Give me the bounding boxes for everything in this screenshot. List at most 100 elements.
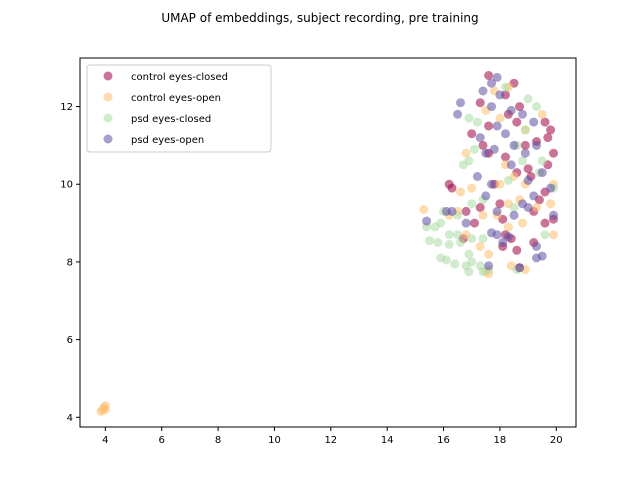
legend-label: control eyes-closed (131, 72, 228, 83)
data-point-s0-24 (447, 183, 457, 193)
data-point-s1-27 (532, 203, 541, 212)
data-point-s0-39 (512, 245, 522, 255)
legend-box (86, 64, 272, 153)
data-point-s3-8 (518, 109, 527, 119)
y-tick-label: 8 (67, 257, 73, 268)
data-point-s0-9 (546, 125, 556, 135)
data-point-s2-31 (540, 230, 550, 240)
data-point-s3-23 (546, 183, 556, 193)
legend-label: psd eyes-open (131, 135, 204, 146)
data-point-s3-9 (529, 117, 539, 127)
data-point-s0-8 (484, 121, 494, 131)
data-point-s1-8 (537, 109, 547, 119)
y-tick-label: 6 (67, 335, 73, 346)
data-point-s3-42 (515, 263, 525, 273)
data-point-s1-25 (546, 199, 556, 209)
data-point-s3-15 (509, 140, 519, 150)
data-point-s2-29 (433, 238, 443, 247)
data-point-s2-0 (501, 82, 510, 92)
data-point-s2-16 (467, 199, 477, 209)
x-tick-label: 18 (494, 435, 507, 446)
data-point-s1-29 (503, 222, 513, 232)
legend: control eyes-closed control eyes-open psd … (86, 64, 272, 153)
data-point-s0-27 (495, 199, 505, 209)
data-point-s3-43 (484, 261, 494, 271)
data-point-s3-2 (495, 90, 505, 100)
data-point-s0-32 (470, 218, 479, 228)
data-point-s2-8 (518, 156, 527, 166)
data-point-s3-29 (441, 206, 451, 216)
data-point-s2-5 (520, 125, 530, 135)
data-point-s0-4 (515, 102, 525, 112)
legend-label: psd eyes-closed (131, 114, 211, 125)
y-tick-label: 10 (60, 180, 73, 191)
data-point-s1-17 (456, 187, 465, 197)
data-point-s2-4 (472, 117, 482, 127)
data-point-s3-34 (549, 210, 558, 220)
chart-title: UMAP of embeddings, subject recording, p… (161, 11, 478, 25)
x-tick-label: 14 (381, 435, 394, 446)
data-point-s0-10 (543, 133, 553, 143)
x-tick-label: 12 (324, 435, 337, 446)
data-point-s2-10 (537, 156, 547, 166)
data-point-s1-28 (518, 218, 527, 228)
data-point-s1-16 (467, 183, 477, 193)
data-point-s0-28 (475, 203, 485, 212)
data-point-s2-13 (503, 175, 513, 185)
data-point-s2-2 (532, 102, 541, 112)
data-point-s2-17 (509, 203, 519, 212)
data-point-s0-0 (484, 71, 494, 80)
data-point-s2-32 (464, 249, 474, 259)
data-point-s3-27 (523, 203, 533, 212)
data-point-s1-11 (461, 148, 471, 158)
data-point-s3-10 (475, 133, 485, 143)
data-point-s2-11 (458, 160, 468, 170)
data-point-s3-0 (492, 72, 502, 82)
data-point-s3-1 (487, 78, 496, 88)
data-point-s3-33 (461, 218, 471, 228)
data-point-s3-5 (453, 109, 463, 119)
data-point-s2-1 (523, 94, 533, 104)
data-point-s1-24 (419, 205, 429, 214)
data-point-s1-33 (484, 249, 494, 259)
data-point-s1-21 (478, 210, 488, 220)
y-axis: 4 6 8 10 12 (60, 102, 80, 424)
data-point-s0-19 (523, 164, 533, 174)
data-point-s2-3 (464, 113, 474, 123)
data-point-s3-38 (532, 241, 541, 251)
data-point-s2-30 (444, 239, 454, 249)
legend-marker (103, 134, 113, 144)
x-tick-label: 8 (215, 435, 221, 446)
legend-marker (103, 71, 113, 81)
data-point-s2-41 (478, 267, 488, 277)
legend-marker (103, 113, 113, 123)
legend-marker (103, 92, 113, 102)
data-point-s2-39 (441, 255, 451, 265)
data-point-s1-4 (100, 405, 110, 414)
data-point-s2-26 (467, 234, 477, 244)
data-point-s2-28 (425, 236, 434, 246)
data-point-s0-14 (478, 140, 488, 150)
x-tick-label: 16 (437, 435, 450, 446)
data-points (96, 71, 558, 416)
x-axis: 4 6 8 10 12 14 16 18 20 (102, 427, 563, 446)
data-point-s3-14 (532, 140, 541, 150)
data-point-s3-11 (492, 121, 502, 131)
legend-label: control eyes-open (131, 93, 221, 104)
data-point-s2-23 (444, 230, 454, 240)
data-point-s3-41 (537, 251, 547, 261)
data-point-s3-36 (492, 230, 502, 240)
data-point-s2-7 (470, 144, 479, 154)
y-tick-label: 4 (67, 413, 73, 424)
y-tick-label: 12 (60, 102, 73, 113)
data-point-s3-7 (506, 105, 516, 115)
data-point-s1-9 (495, 113, 505, 123)
data-point-s1-30 (549, 230, 558, 240)
data-point-s3-32 (422, 216, 432, 226)
x-tick-label: 10 (268, 435, 281, 446)
data-point-s3-19 (472, 172, 482, 181)
data-point-s2-40 (464, 267, 474, 277)
data-point-s3-22 (537, 168, 547, 178)
data-point-s0-12 (467, 129, 477, 139)
